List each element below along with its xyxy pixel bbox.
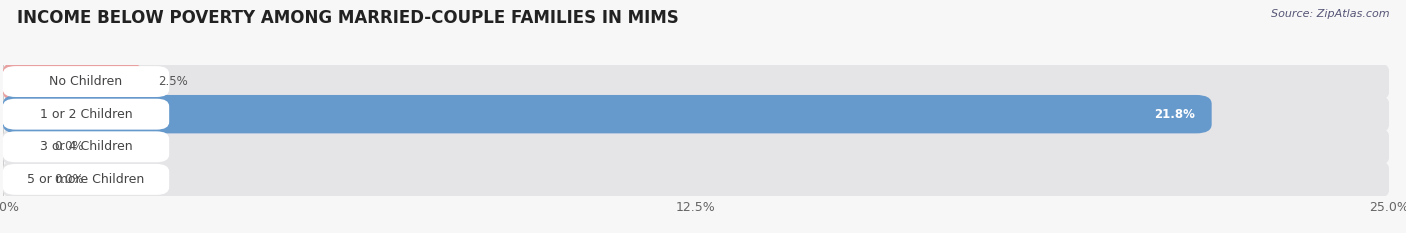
FancyBboxPatch shape [3,131,169,162]
FancyBboxPatch shape [3,62,1389,101]
Text: 3 or 4 Children: 3 or 4 Children [39,140,132,153]
Text: 0.0%: 0.0% [53,140,83,153]
FancyBboxPatch shape [3,66,169,97]
Text: INCOME BELOW POVERTY AMONG MARRIED-COUPLE FAMILIES IN MIMS: INCOME BELOW POVERTY AMONG MARRIED-COUPL… [17,9,679,27]
Text: No Children: No Children [49,75,122,88]
Text: 2.5%: 2.5% [157,75,188,88]
Text: Source: ZipAtlas.com: Source: ZipAtlas.com [1271,9,1389,19]
FancyBboxPatch shape [3,62,142,101]
FancyBboxPatch shape [3,95,1212,133]
Text: 21.8%: 21.8% [1154,108,1195,121]
Text: 0.0%: 0.0% [53,173,83,186]
FancyBboxPatch shape [3,128,1389,166]
FancyBboxPatch shape [3,99,169,130]
Text: 1 or 2 Children: 1 or 2 Children [39,108,132,121]
FancyBboxPatch shape [3,160,1389,199]
Text: 5 or more Children: 5 or more Children [27,173,145,186]
FancyBboxPatch shape [3,95,1389,133]
FancyBboxPatch shape [3,164,169,195]
